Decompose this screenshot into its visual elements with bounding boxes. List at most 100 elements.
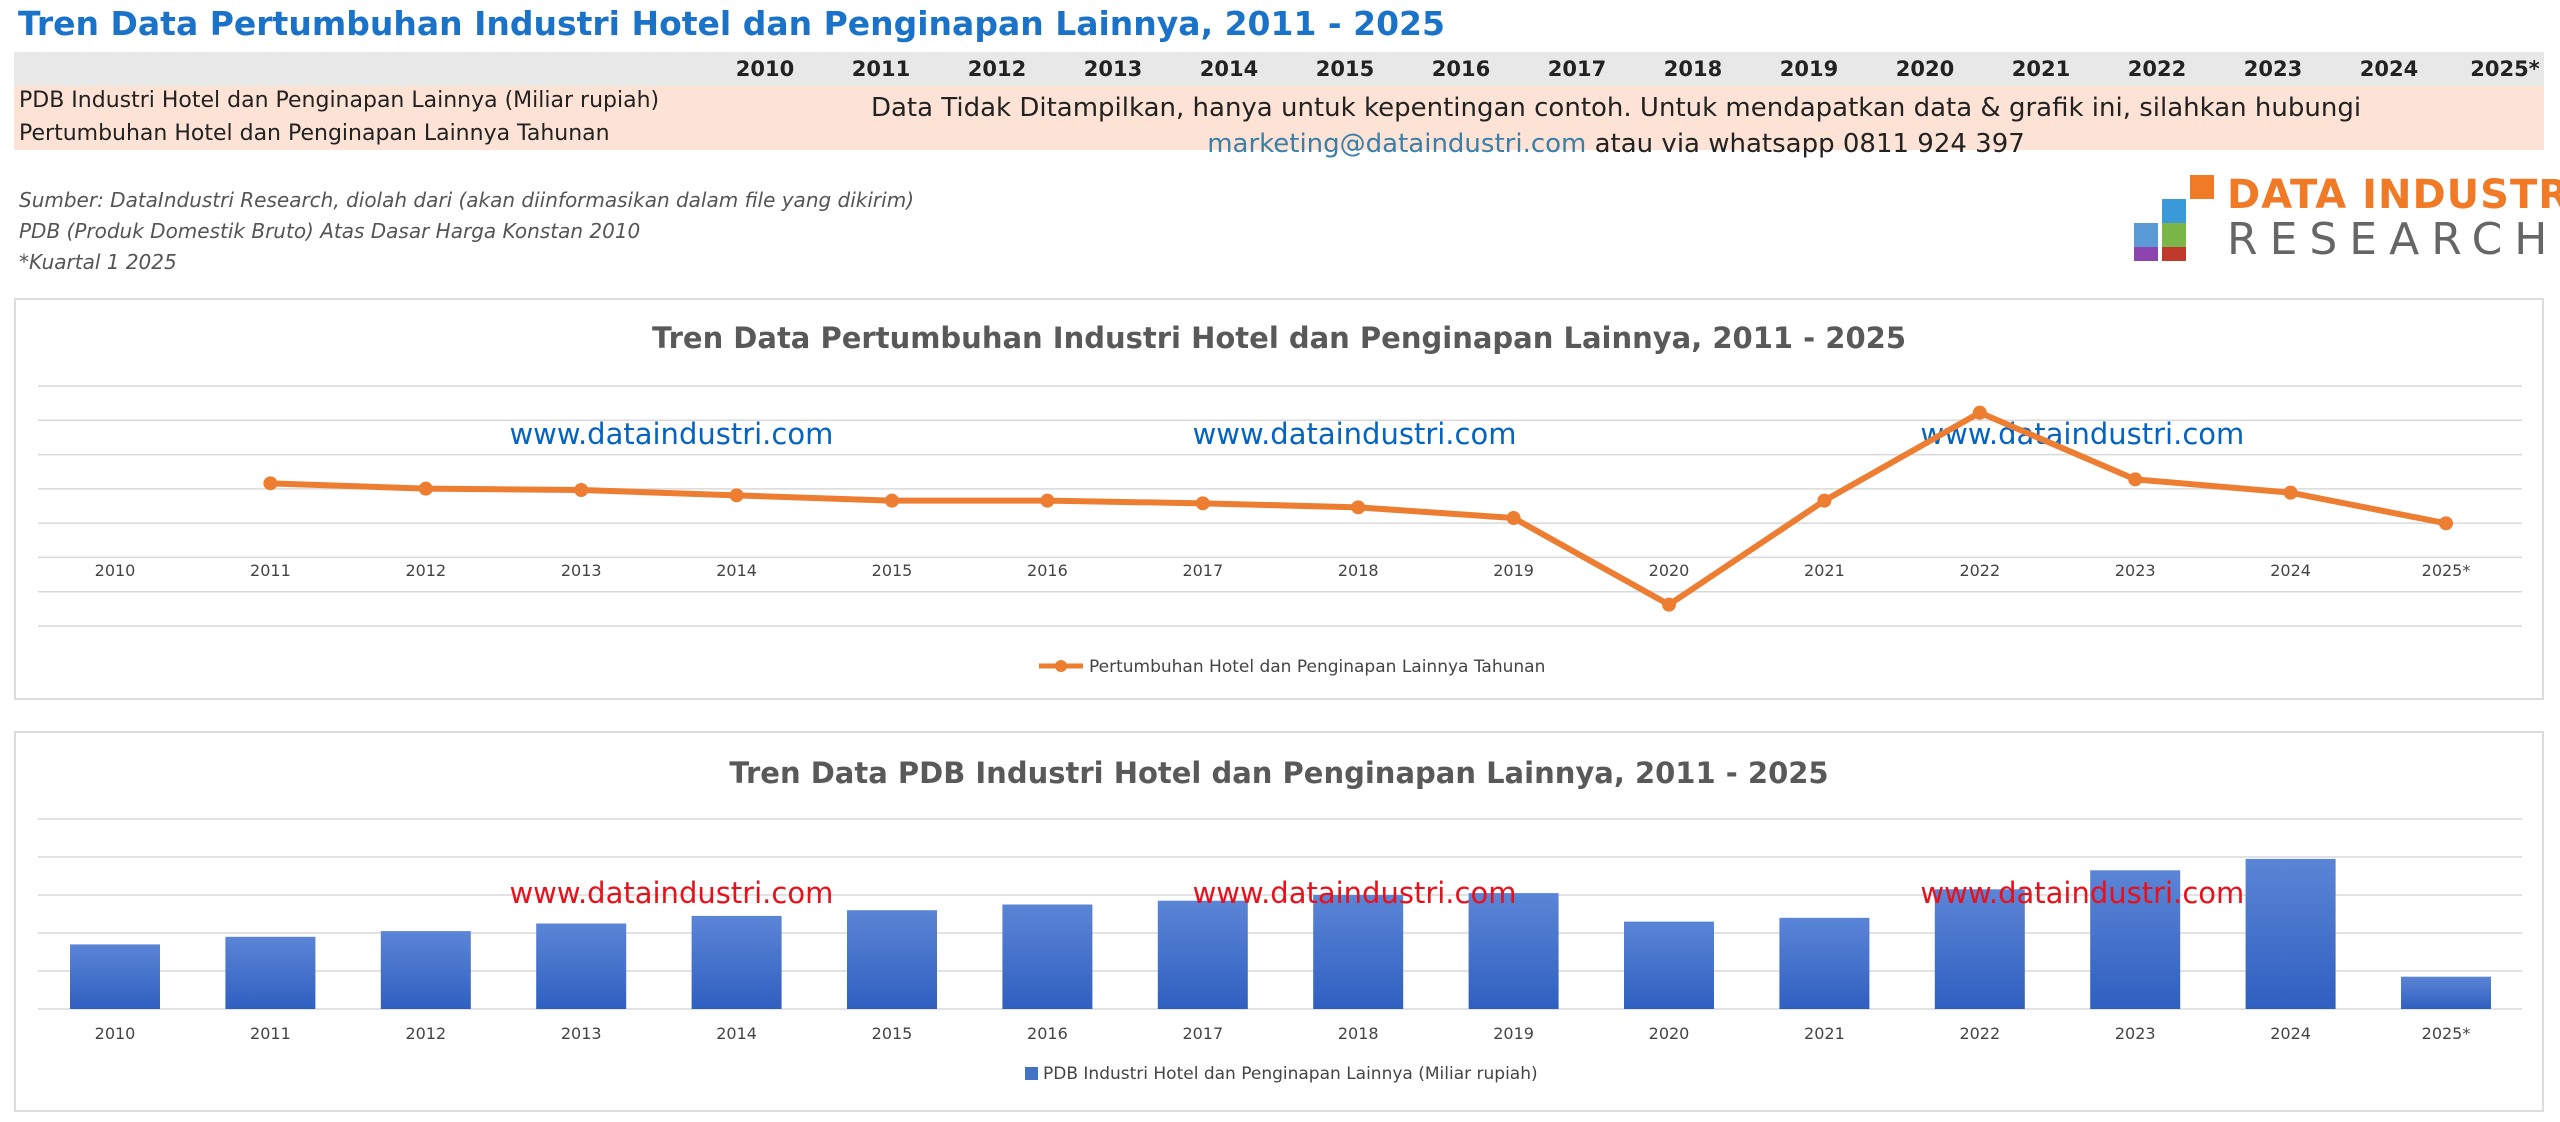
logo-square-lightblue	[2134, 223, 2158, 247]
growth-data-point	[1040, 493, 1055, 508]
contact-email-link[interactable]: marketing@dataindustri.com	[1207, 129, 1587, 159]
line-chart-watermark: www.dataindustri.com	[1193, 417, 1517, 451]
contact-whatsapp-text: atau via whatsapp 0811 924 397	[1586, 129, 2025, 159]
table-year-2014: 2014	[1199, 57, 1259, 81]
bar-chart-tick-label: 2024	[2270, 1024, 2311, 1043]
line-chart-tick-label: 2024	[2270, 561, 2311, 580]
growth-data-point	[2283, 485, 2298, 500]
line-chart-tick-label: 2012	[405, 561, 446, 580]
bar-chart-watermark: www.dataindustri.com	[509, 876, 833, 910]
bar-chart-tick-label: 2019	[1493, 1024, 1534, 1043]
bar-chart-tick-label: 2017	[1182, 1024, 1223, 1043]
line-chart-watermark: www.dataindustri.com	[1920, 417, 2244, 451]
pdb-bar	[225, 936, 316, 1009]
pdb-bar	[536, 923, 627, 1009]
growth-data-point	[1351, 500, 1366, 515]
table-year-2019: 2019	[1779, 57, 1839, 81]
bar-chart-watermark: www.dataindustri.com	[1193, 876, 1517, 910]
growth-data-point	[885, 493, 899, 508]
growth-data-point	[574, 483, 589, 497]
growth-data-point	[1195, 496, 1210, 511]
line-chart-tick-label: 2010	[95, 561, 136, 580]
line-chart-tick-label: 2020	[1649, 561, 1690, 580]
pdb-legend-label: PDB Industri Hotel dan Penginapan Lainny…	[1043, 1064, 1538, 1084]
pdb-bar	[691, 915, 782, 1009]
growth-data-point	[729, 488, 744, 503]
line-chart-tick-label: 2019	[1493, 561, 1534, 580]
pdb-bar	[2401, 976, 2491, 1009]
bar-chart-tick-label: 2011	[250, 1024, 291, 1043]
pdb-bar	[1468, 893, 1559, 1009]
pdb-bar	[1779, 917, 1870, 1009]
bar-chart-tick-label: 2021	[1804, 1024, 1845, 1043]
table-data-band	[14, 86, 2544, 150]
growth-legend-marker	[1055, 660, 1067, 672]
pdb-bar	[70, 944, 160, 1009]
bar-chart-tick-label: 2022	[1959, 1024, 2000, 1043]
bar-chart-tick-label: 2025*	[2422, 1024, 2471, 1043]
growth-data-point	[1506, 511, 1521, 525]
table-year-2017: 2017	[1547, 57, 1607, 81]
pdb-bar	[2245, 858, 2336, 1009]
table-year-2018: 2018	[1663, 57, 1723, 81]
bar-chart-tick-label: 2013	[561, 1024, 602, 1043]
bar-chart-tick-label: 2015	[872, 1024, 913, 1043]
growth-legend-label: Pertumbuhan Hotel dan Penginapan Lainnya…	[1089, 657, 1545, 677]
bar-chart-tick-label: 2018	[1338, 1024, 1379, 1043]
line-chart-tick-label: 2016	[1027, 561, 1068, 580]
bar-chart-tick-label: 2010	[95, 1024, 136, 1043]
pdb-bar	[1624, 921, 1714, 1009]
line-chart-tick-label: 2017	[1182, 561, 1223, 580]
line-chart-tick-label: 2023	[2115, 561, 2156, 580]
line-chart-tick-label: 2011	[250, 561, 291, 580]
data-industri-logo: DATA INDUSTRI RESEARCH	[2128, 172, 2560, 265]
growth-data-point	[2128, 472, 2143, 487]
bar-chart-watermark: www.dataindustri.com	[1920, 876, 2244, 910]
pdb-bar	[380, 931, 471, 1009]
logo-square-red	[2162, 247, 2186, 261]
data-hidden-notice: Data Tidak Ditampilkan, hanya untuk kepe…	[870, 93, 2362, 123]
growth-data-point	[1662, 597, 1676, 612]
line-chart-tick-label: 2022	[1959, 561, 2000, 580]
growth-data-point	[1817, 493, 1832, 508]
quarter-footnote: *Kuartal 1 2025	[19, 250, 177, 274]
line-chart-title: Tren Data Pertumbuhan Industri Hotel dan…	[652, 321, 1906, 355]
pdb-bar	[1934, 889, 2025, 1009]
line-chart-tick-label: 2021	[1804, 561, 1845, 580]
line-chart-watermark: www.dataindustri.com	[509, 417, 833, 451]
table-year-2011: 2011	[851, 57, 911, 81]
bar-chart-tick-label: 2016	[1027, 1024, 1068, 1043]
logo-square-blue	[2162, 199, 2186, 223]
bar-chart-title: Tren Data PDB Industri Hotel dan Pengina…	[729, 756, 1828, 790]
logo-square-orange	[2190, 175, 2214, 199]
pdb-legend-swatch	[1025, 1067, 1038, 1080]
table-year-2016: 2016	[1431, 57, 1491, 81]
pdb-bar-chart: Tren Data PDB Industri Hotel dan Pengina…	[38, 756, 2522, 1084]
table-year-2023: 2023	[2243, 57, 2303, 81]
line-chart-tick-label: 2015	[872, 561, 913, 580]
table-year-2024: 2024	[2359, 57, 2419, 81]
growth-chart-panel: Tren Data Pertumbuhan Industri Hotel dan…	[14, 298, 2544, 700]
bar-chart-tick-label: 2012	[405, 1024, 446, 1043]
page-title: Tren Data Pertumbuhan Industri Hotel dan…	[18, 4, 1445, 43]
pdb-bar	[1313, 895, 1404, 1009]
table-year-2012: 2012	[967, 57, 1027, 81]
growth-data-point	[418, 481, 433, 496]
line-chart-tick-label: 2025*	[2422, 561, 2471, 580]
bar-chart-tick-label: 2020	[1649, 1024, 1690, 1043]
table-year-2013: 2013	[1083, 57, 1143, 81]
table-year-2022: 2022	[2127, 57, 2187, 81]
logo-square-purple	[2134, 247, 2158, 261]
growth-data-point	[263, 476, 278, 491]
growth-data-point	[1972, 405, 1987, 420]
table-year-2020: 2020	[1895, 57, 1955, 81]
bar-chart-tick-label: 2023	[2115, 1024, 2156, 1043]
line-chart-tick-label: 2018	[1338, 561, 1379, 580]
table-header-band	[14, 52, 2544, 86]
contact-notice: marketing@dataindustri.com atau via what…	[1207, 129, 2025, 159]
source-note: Sumber: DataIndustri Research, diolah da…	[19, 188, 914, 212]
line-chart-tick-label: 2014	[716, 561, 757, 580]
table-year-2021: 2021	[2011, 57, 2071, 81]
line-chart-tick-label: 2013	[561, 561, 602, 580]
pdb-bar	[1002, 904, 1093, 1009]
